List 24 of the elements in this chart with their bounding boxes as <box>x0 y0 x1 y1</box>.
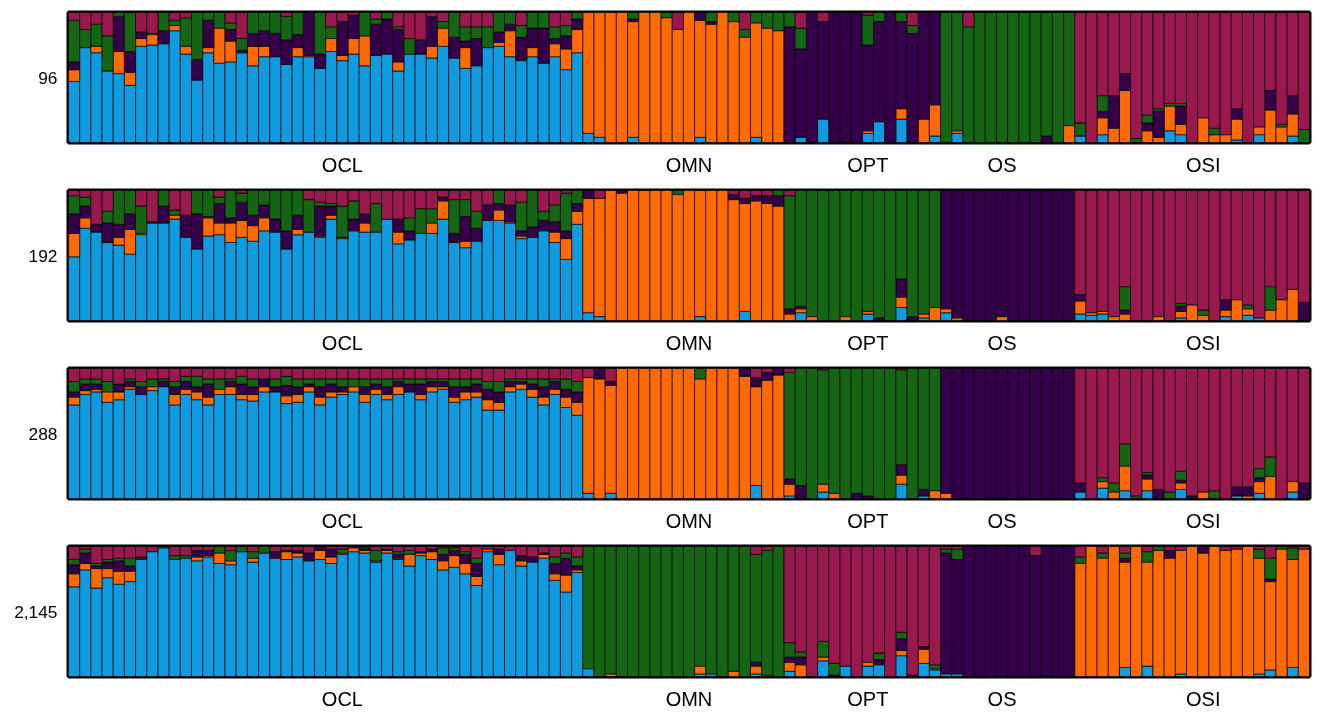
x-tick-label: OS <box>987 687 1017 710</box>
x-tick-label: OSI <box>1186 153 1221 176</box>
y-axis-title: 96 <box>38 67 58 88</box>
x-tick-label: OCL <box>321 687 363 710</box>
x-tick-label: OPT <box>847 509 889 532</box>
x-tick-label: OS <box>987 331 1017 354</box>
x-tick-label: OMN <box>665 509 713 532</box>
x-tick-label: OS <box>987 153 1017 176</box>
x-tick-label: OMN <box>665 331 713 354</box>
y-axis-title: 2,145 <box>14 601 58 622</box>
x-tick-label: OMN <box>665 687 713 710</box>
x-tick-label: OSI <box>1186 509 1221 532</box>
x-tick-label: OCL <box>321 509 363 532</box>
x-tick-label: OSI <box>1186 687 1221 710</box>
y-axis-title: 288 <box>28 423 58 444</box>
y-axis-title: 192 <box>28 245 58 266</box>
x-tick-label: OPT <box>847 153 889 176</box>
x-tick-label: OPT <box>847 331 889 354</box>
x-tick-label: OPT <box>847 687 889 710</box>
x-tick-label: OSI <box>1186 331 1221 354</box>
x-tick-label: OS <box>987 509 1017 532</box>
x-tick-label: OMN <box>665 153 713 176</box>
x-tick-label: OCL <box>321 331 363 354</box>
x-tick-label: OCL <box>321 153 363 176</box>
